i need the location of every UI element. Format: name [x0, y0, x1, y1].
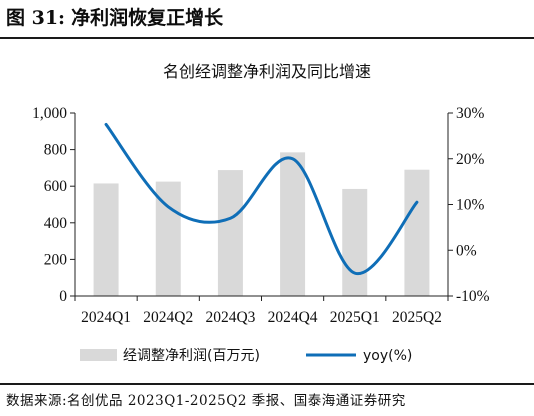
bar-series [93, 152, 430, 296]
header-rule [0, 37, 534, 39]
legend-line-label: yoy(%) [363, 348, 412, 364]
left-tick-label: 400 [44, 215, 68, 232]
yoy-line [104, 122, 419, 275]
bar-2025Q2 [404, 169, 430, 296]
bar-2024Q4 [280, 152, 306, 296]
source-note: 数据来源:名创优品 2023Q1-2025Q2 季报、国泰海通证券研究 [6, 393, 406, 409]
figure-label: 图 31: [6, 7, 66, 29]
x-tick-label: 2025Q2 [392, 309, 442, 326]
chart-area: 名创经调整净利润及同比增速 0 200 400 600 800 1,000 -10% 0% 10… [32, 62, 490, 364]
x-tick-label: 2024Q4 [268, 309, 318, 326]
axes: 0 200 400 600 800 1,000 -10% 0% 10% 20% 30% 2024Q1 2… [32, 105, 490, 326]
right-tick-label: -10% [456, 288, 490, 305]
bar-2024Q1 [93, 183, 119, 296]
right-tick-label: 0% [456, 242, 477, 259]
x-tick-label: 2024Q3 [205, 309, 255, 326]
left-tick-label: 0 [59, 288, 67, 305]
x-tick-label: 2025Q1 [330, 309, 380, 326]
left-tick-label: 200 [44, 251, 68, 268]
legend-bar-swatch [80, 349, 117, 361]
left-tick-label: 800 [44, 142, 68, 159]
legend: 经调整净利润(百万元) yoy(%) [80, 348, 412, 364]
bar-2024Q3 [217, 170, 243, 296]
line-series [104, 122, 419, 275]
legend-bar-label: 经调整净利润(百万元) [123, 348, 260, 364]
right-tick-label: 30% [456, 105, 485, 122]
left-tick-label: 600 [44, 178, 68, 195]
x-tick-label: 2024Q2 [143, 309, 193, 326]
x-tick-label: 2024Q1 [81, 309, 131, 326]
footer-rule [0, 383, 534, 385]
right-tick-label: 20% [456, 151, 485, 168]
figure-title: 净利润恢复正增长 [71, 7, 224, 29]
bar-2025Q1 [342, 188, 368, 296]
figure-header: 图 31: 净利润恢复正增长 [0, 0, 534, 36]
right-tick-label: 10% [456, 197, 485, 214]
chart-title: 名创经调整净利润及同比增速 [163, 62, 371, 81]
left-tick-label: 1,000 [32, 105, 67, 122]
